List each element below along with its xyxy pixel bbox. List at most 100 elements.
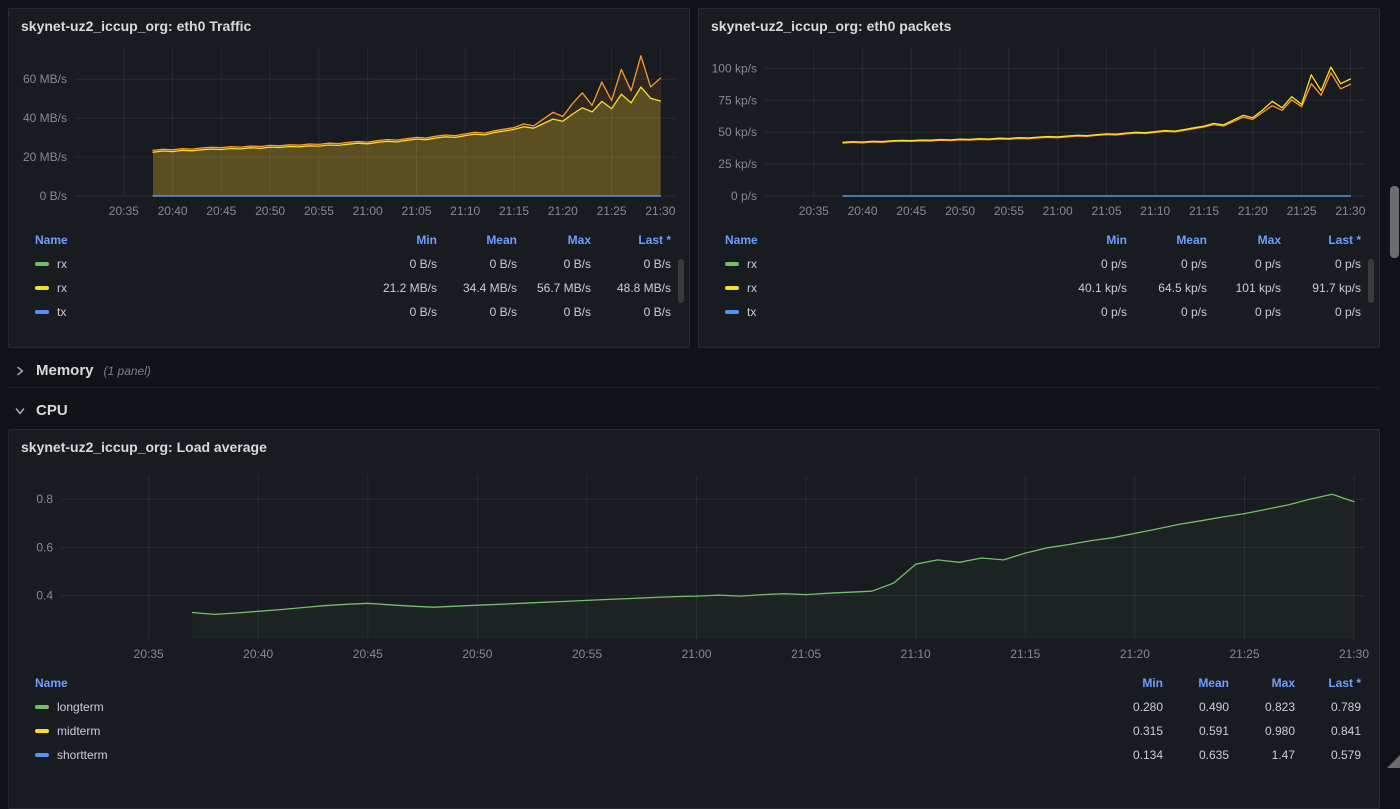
chevron-down-icon bbox=[14, 405, 26, 417]
svg-text:21:30: 21:30 bbox=[1339, 647, 1369, 661]
panel-title: skynet-uz2_iccup_org: eth0 packets bbox=[711, 18, 1367, 34]
legend-scrollbar-thumb[interactable] bbox=[1368, 259, 1374, 303]
legend-series-name[interactable]: tx bbox=[35, 305, 353, 319]
svg-text:0 p/s: 0 p/s bbox=[731, 189, 757, 203]
legend-header[interactable]: Min bbox=[1093, 676, 1163, 690]
series-label: longterm bbox=[57, 700, 104, 714]
series-color-icon bbox=[35, 262, 49, 266]
legend-header[interactable]: Last * bbox=[591, 233, 671, 247]
legend-value: 48.8 MB/s bbox=[591, 281, 671, 295]
page-scrollbar-thumb[interactable] bbox=[1390, 186, 1399, 258]
legend-series-name[interactable]: tx bbox=[725, 305, 1043, 319]
svg-text:21:10: 21:10 bbox=[901, 647, 931, 661]
row-title: CPU bbox=[36, 402, 68, 419]
legend-value: 0 B/s bbox=[591, 305, 671, 319]
legend-header[interactable]: Max bbox=[1229, 676, 1295, 690]
series-label: rx bbox=[57, 257, 67, 271]
legend-value: 0.841 bbox=[1295, 724, 1361, 738]
panel-title: skynet-uz2_iccup_org: eth0 Traffic bbox=[21, 18, 677, 34]
svg-text:0 B/s: 0 B/s bbox=[40, 189, 67, 203]
panel-header-packets[interactable]: skynet-uz2_iccup_org: eth0 packets bbox=[699, 9, 1379, 36]
svg-text:21:15: 21:15 bbox=[1189, 204, 1219, 218]
legend-value: 0.490 bbox=[1163, 700, 1229, 714]
series-color-icon bbox=[725, 286, 739, 290]
legend-series-name[interactable]: shortterm bbox=[35, 748, 1093, 762]
row-cpu[interactable]: CPU bbox=[8, 394, 1380, 427]
svg-text:20:35: 20:35 bbox=[109, 204, 139, 218]
legend-value: 0.635 bbox=[1163, 748, 1229, 762]
svg-text:20:35: 20:35 bbox=[134, 647, 164, 661]
legend-value: 0 B/s bbox=[437, 305, 517, 319]
legend-value: 91.7 kp/s bbox=[1281, 281, 1361, 295]
svg-text:20:45: 20:45 bbox=[896, 204, 926, 218]
legend-header[interactable]: Max bbox=[1207, 233, 1281, 247]
legend-header[interactable]: Last * bbox=[1295, 676, 1361, 690]
svg-text:20:35: 20:35 bbox=[799, 204, 829, 218]
svg-text:25 kp/s: 25 kp/s bbox=[718, 157, 757, 171]
legend-header[interactable]: Mean bbox=[437, 233, 517, 247]
legend-value: 0.579 bbox=[1295, 748, 1361, 762]
svg-text:0.8: 0.8 bbox=[36, 492, 53, 506]
series-color-icon bbox=[725, 310, 739, 314]
resize-corner-icon bbox=[1387, 755, 1400, 768]
legend-header-name[interactable]: Name bbox=[35, 233, 353, 247]
legend-series-name[interactable]: rx bbox=[725, 281, 1043, 295]
legend-series-name[interactable]: rx bbox=[725, 257, 1043, 271]
svg-text:21:20: 21:20 bbox=[1120, 647, 1150, 661]
legend-header[interactable]: Mean bbox=[1127, 233, 1207, 247]
panel-eth0-packets: skynet-uz2_iccup_org: eth0 packets 0 p/s… bbox=[698, 8, 1380, 348]
legend-header-name[interactable]: Name bbox=[35, 676, 1093, 690]
series-label: midterm bbox=[57, 724, 100, 738]
panel-header-load[interactable]: skynet-uz2_iccup_org: Load average bbox=[9, 430, 1379, 457]
panel-header-traffic[interactable]: skynet-uz2_iccup_org: eth0 Traffic bbox=[9, 9, 689, 36]
svg-text:21:30: 21:30 bbox=[1335, 204, 1365, 218]
legend-series-name[interactable]: longterm bbox=[35, 700, 1093, 714]
svg-text:50 kp/s: 50 kp/s bbox=[718, 125, 757, 139]
svg-text:21:25: 21:25 bbox=[1287, 204, 1317, 218]
svg-text:21:05: 21:05 bbox=[401, 204, 431, 218]
svg-text:21:20: 21:20 bbox=[548, 204, 578, 218]
svg-text:21:20: 21:20 bbox=[1238, 204, 1268, 218]
legend-series-name[interactable]: rx bbox=[35, 257, 353, 271]
legend-value: 0 p/s bbox=[1127, 257, 1207, 271]
legend-value: 0 B/s bbox=[517, 257, 591, 271]
legend-value: 0 B/s bbox=[353, 257, 437, 271]
legend-value: 0 p/s bbox=[1207, 257, 1281, 271]
legend-value: 0 B/s bbox=[517, 305, 591, 319]
svg-text:20:40: 20:40 bbox=[158, 204, 188, 218]
legend-value: 0.823 bbox=[1229, 700, 1295, 714]
legend-header[interactable]: Min bbox=[353, 233, 437, 247]
legend-value: 0 p/s bbox=[1127, 305, 1207, 319]
legend-series-name[interactable]: rx bbox=[35, 281, 353, 295]
legend-scrollbar-thumb[interactable] bbox=[678, 259, 684, 303]
legend-value: 101 kp/s bbox=[1207, 281, 1281, 295]
legend-header[interactable]: Last * bbox=[1281, 233, 1361, 247]
legend-header[interactable]: Max bbox=[517, 233, 591, 247]
legend-header[interactable]: Mean bbox=[1163, 676, 1229, 690]
series-color-icon bbox=[35, 705, 49, 709]
svg-text:21:25: 21:25 bbox=[1229, 647, 1259, 661]
legend-series-name[interactable]: midterm bbox=[35, 724, 1093, 738]
svg-text:21:10: 21:10 bbox=[450, 204, 480, 218]
legend-value: 40.1 kp/s bbox=[1043, 281, 1127, 295]
legend-header[interactable]: Min bbox=[1043, 233, 1127, 247]
svg-text:21:15: 21:15 bbox=[1010, 647, 1040, 661]
legend-value: 56.7 MB/s bbox=[517, 281, 591, 295]
legend-header-name[interactable]: Name bbox=[725, 233, 1043, 247]
row-memory[interactable]: Memory (1 panel) bbox=[8, 354, 1380, 388]
series-color-icon bbox=[35, 310, 49, 314]
